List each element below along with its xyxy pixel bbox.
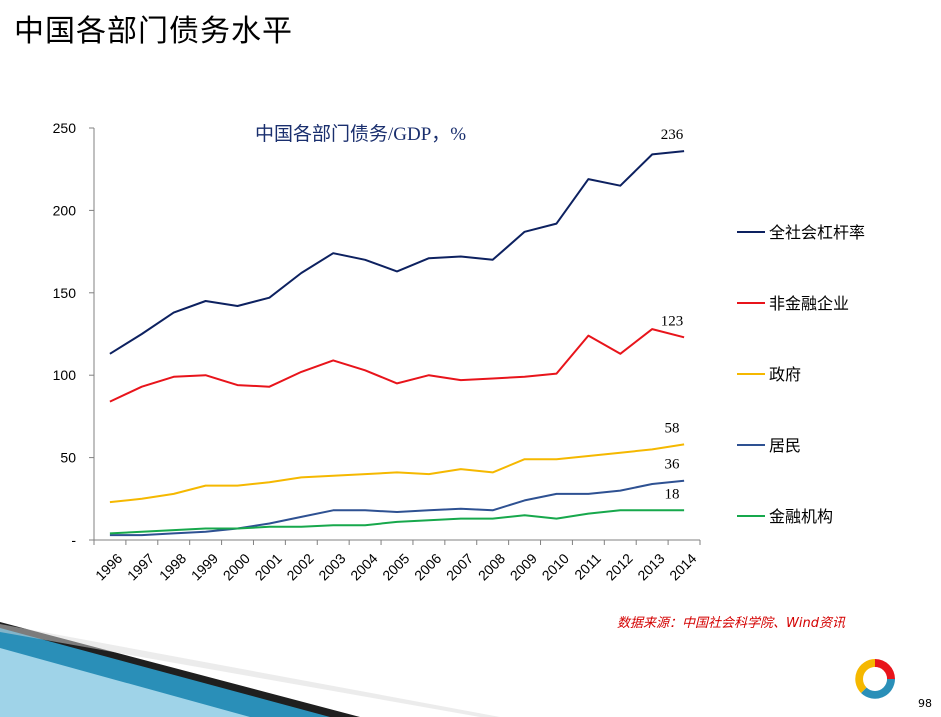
x-tick-label: 1997 bbox=[124, 550, 157, 583]
chart-lines bbox=[109, 150, 685, 537]
chart-axes: -501001502002501996199719981999200020012… bbox=[53, 120, 701, 584]
x-tick-label: 2008 bbox=[475, 550, 508, 583]
x-tick-label: 2003 bbox=[315, 550, 348, 583]
x-tick-label: 1999 bbox=[188, 550, 221, 583]
x-tick-label: 2001 bbox=[252, 550, 285, 583]
end-value-label: 18 bbox=[665, 486, 680, 502]
y-tick-label: 50 bbox=[60, 450, 76, 466]
chart-title: 中国各部门债务/GDP，% bbox=[255, 123, 466, 145]
series-line-1 bbox=[109, 328, 685, 403]
series-line-3 bbox=[109, 479, 685, 537]
series-line-2 bbox=[109, 443, 685, 504]
x-tick-label: 2014 bbox=[666, 550, 699, 583]
company-logo-icon bbox=[855, 659, 895, 699]
y-tick-label: - bbox=[71, 532, 76, 548]
legend-label: 非金融企业 bbox=[769, 294, 849, 313]
legend-label: 政府 bbox=[769, 365, 801, 384]
x-tick-label: 1998 bbox=[156, 550, 189, 583]
end-value-label: 123 bbox=[661, 313, 684, 329]
chart-end-labels: 236 123 58 36 18 bbox=[661, 127, 684, 502]
x-tick-label: 2011 bbox=[571, 550, 604, 583]
footer-decoration bbox=[0, 622, 500, 717]
x-tick-label: 2010 bbox=[539, 550, 572, 583]
x-tick-label: 2000 bbox=[220, 550, 253, 583]
data-source-note: 数据来源：中国社会科学院、Wind资讯 bbox=[617, 616, 845, 631]
legend-label: 全社会杠杆率 bbox=[769, 223, 865, 242]
x-tick-label: 2007 bbox=[443, 550, 476, 583]
end-value-label: 58 bbox=[665, 420, 680, 436]
x-tick-label: 2009 bbox=[507, 550, 540, 583]
x-tick-label: 2005 bbox=[379, 550, 412, 583]
x-tick-label: 2002 bbox=[283, 550, 316, 583]
slide-title: 中国各部门债务水平 bbox=[14, 14, 293, 49]
end-value-label: 236 bbox=[661, 127, 684, 143]
x-tick-label: 2004 bbox=[347, 550, 380, 583]
series-line-4 bbox=[109, 509, 685, 535]
footer-swoosh-shadow bbox=[0, 624, 500, 717]
series-line-0 bbox=[109, 150, 685, 355]
x-tick-label: 2012 bbox=[602, 550, 635, 583]
y-tick-label: 200 bbox=[53, 202, 77, 218]
legend-label: 金融机构 bbox=[769, 507, 833, 526]
end-value-label: 36 bbox=[665, 457, 681, 473]
x-tick-label: 2013 bbox=[634, 550, 667, 583]
footer-swoosh-light bbox=[0, 648, 250, 717]
page-number: 98 bbox=[918, 697, 932, 710]
y-tick-label: 250 bbox=[53, 120, 77, 136]
y-tick-label: 150 bbox=[53, 285, 77, 301]
x-tick-label: 2006 bbox=[411, 550, 444, 583]
y-tick-label: 100 bbox=[53, 367, 77, 383]
x-tick-label: 1996 bbox=[92, 550, 125, 583]
legend-label: 居民 bbox=[769, 436, 801, 455]
